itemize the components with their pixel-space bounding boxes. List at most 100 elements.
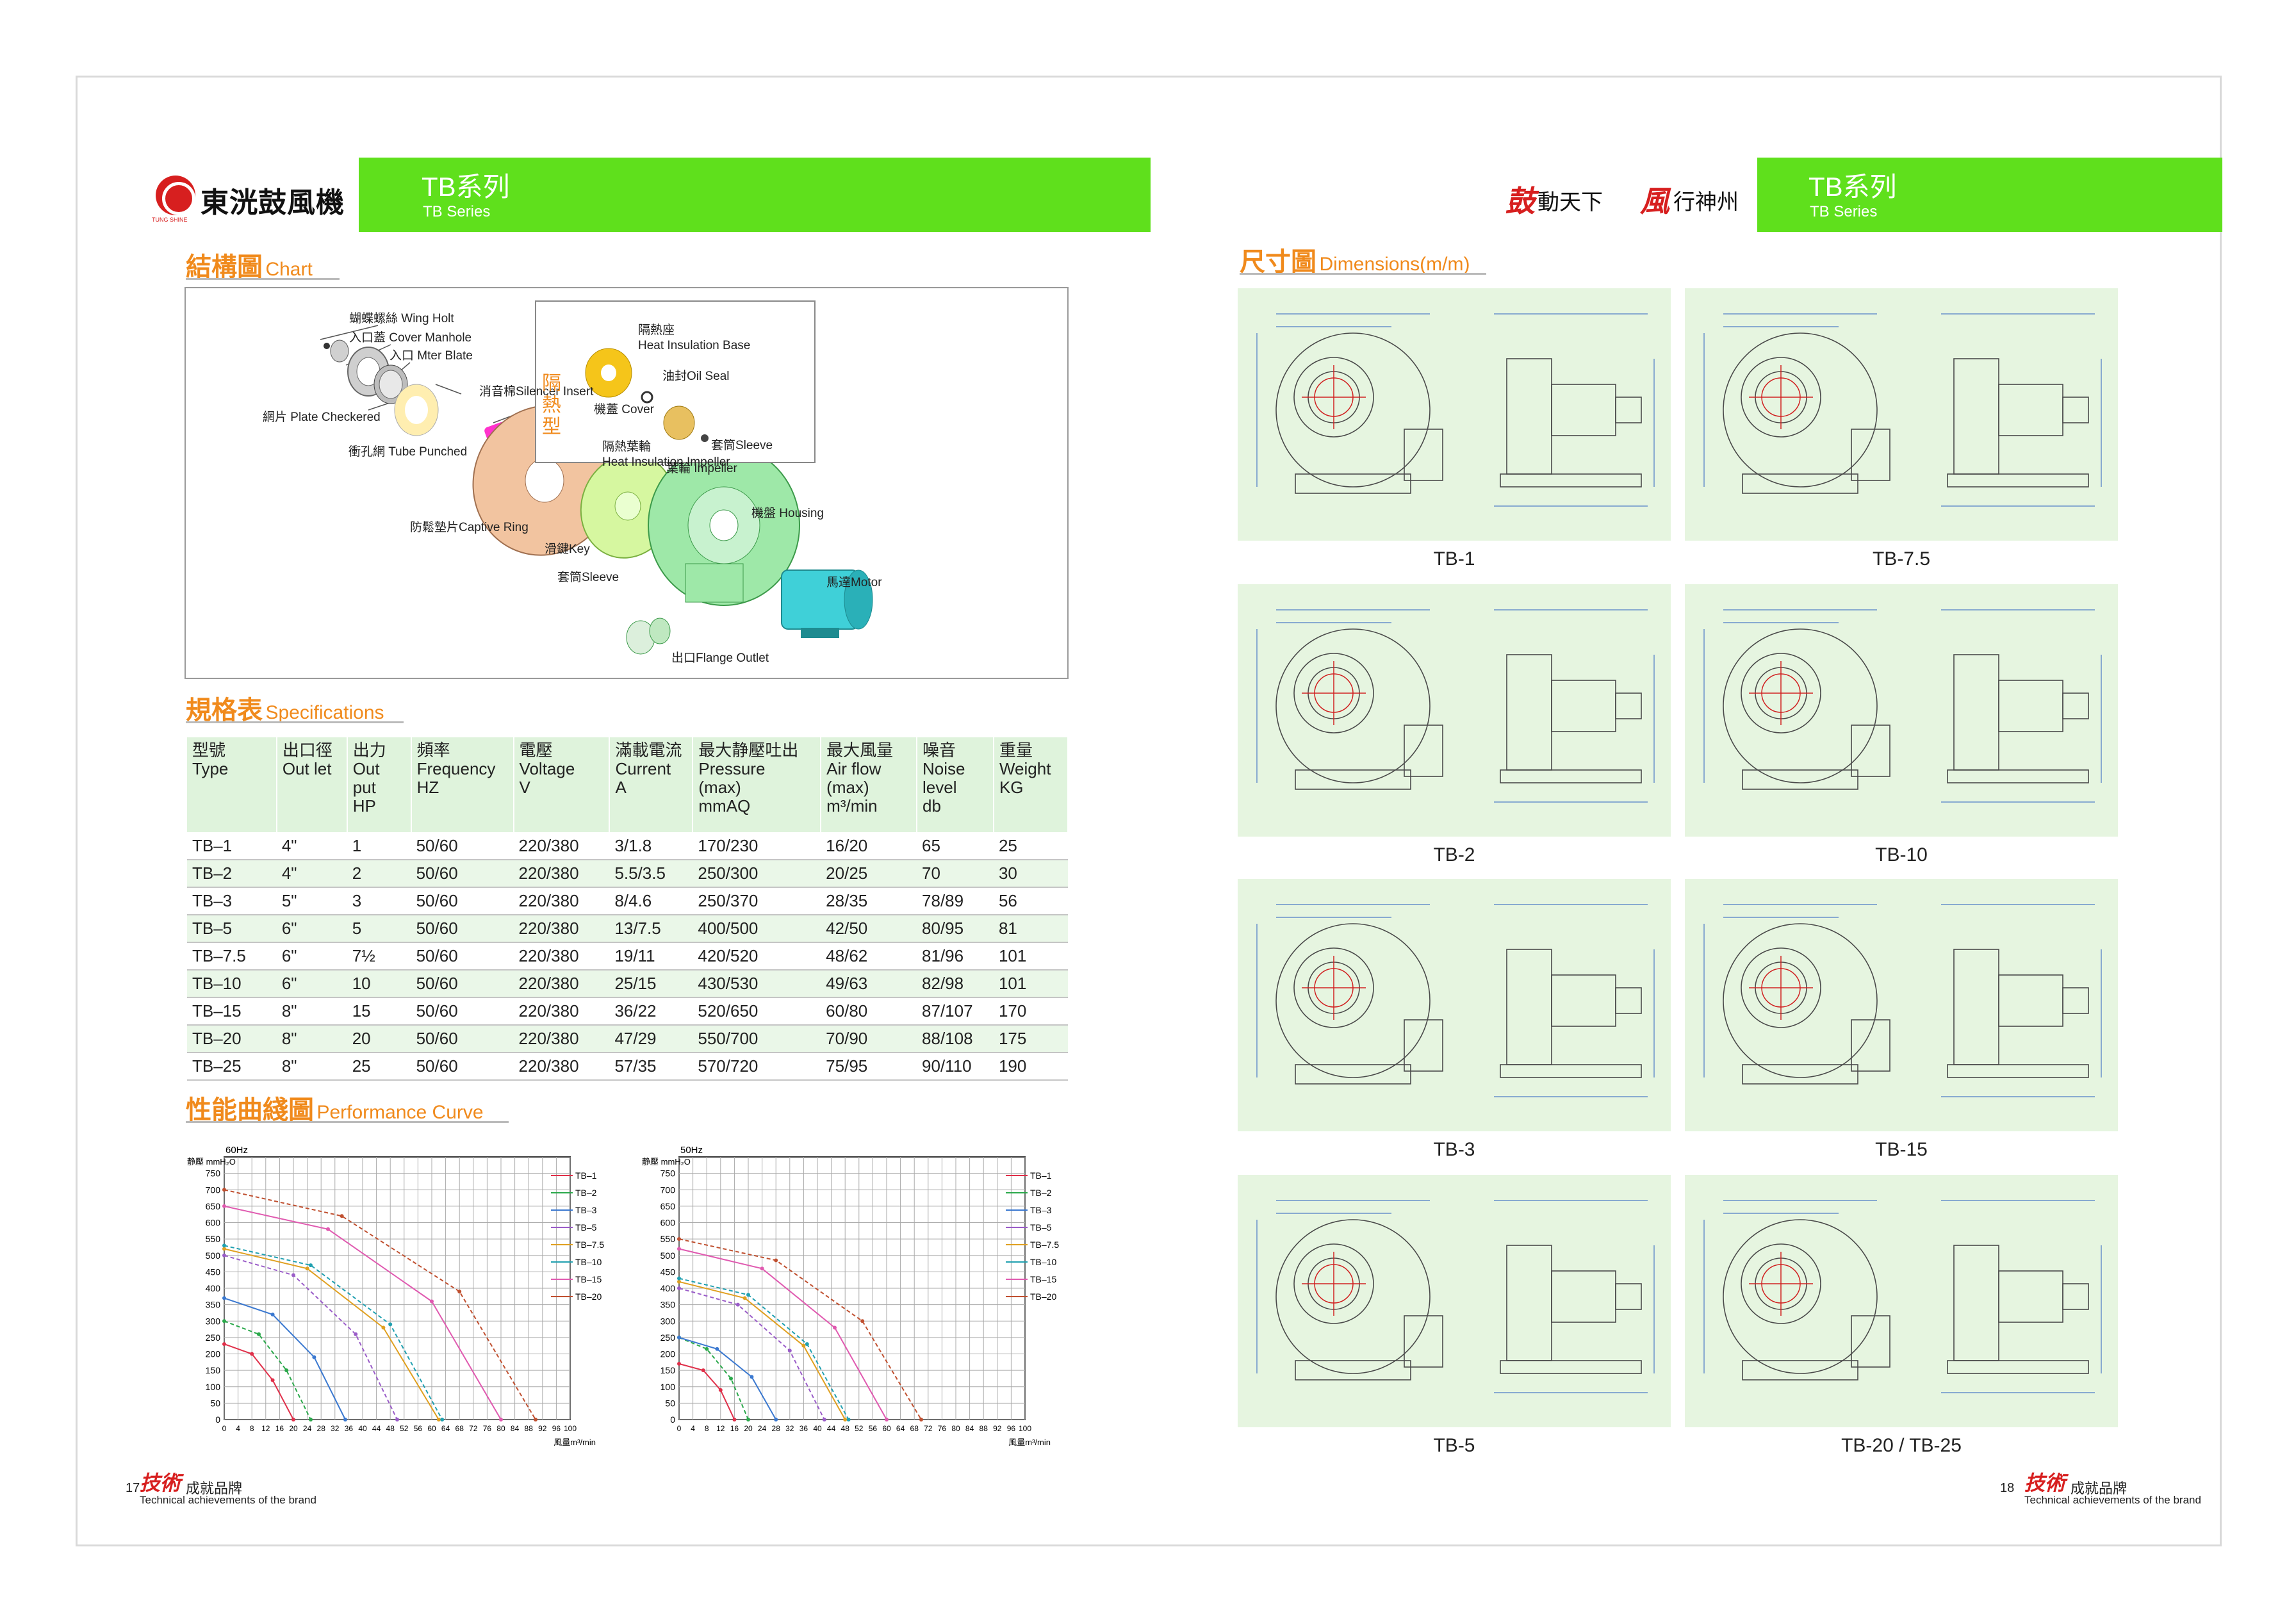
y-tick-label: 500 bbox=[660, 1250, 676, 1261]
y-tick-label: 550 bbox=[206, 1234, 221, 1244]
right-series-subtitle: TB Series bbox=[1810, 203, 1878, 220]
right-series-title: TB系列 bbox=[1808, 172, 1897, 202]
x-tick-label: 44 bbox=[372, 1424, 381, 1433]
x-tick-label: 36 bbox=[800, 1424, 808, 1433]
series-point bbox=[388, 1322, 393, 1327]
series-point bbox=[534, 1418, 537, 1421]
spec-cell: 5 bbox=[347, 915, 411, 943]
series-point bbox=[430, 1299, 434, 1304]
spec-cell: 65 bbox=[917, 832, 994, 860]
legend-entry: TB–5 bbox=[575, 1222, 597, 1233]
series-point bbox=[257, 1332, 261, 1336]
spec-cell: TB–25 bbox=[187, 1053, 277, 1081]
inset-part-impeller: 隔熱葉輪 Heat Insulation Impeller bbox=[602, 440, 730, 469]
x-tick-label: 96 bbox=[1007, 1424, 1016, 1433]
spec-cell: 170 bbox=[993, 997, 1068, 1026]
spec-cell: 80/95 bbox=[917, 915, 994, 943]
spec-cell: 5.5/3.5 bbox=[609, 860, 693, 888]
series-point bbox=[354, 1332, 358, 1336]
dims-heading-rule bbox=[1240, 273, 1486, 275]
y-tick-label: 500 bbox=[206, 1250, 221, 1261]
spec-header-6: 最大静壓吐出 Pressure (max) mmAQ bbox=[693, 737, 822, 832]
series-point bbox=[222, 1342, 226, 1347]
spec-cell: 50/60 bbox=[411, 1053, 514, 1081]
spec-cell: 5" bbox=[276, 887, 347, 915]
legend-entry: TB–3 bbox=[575, 1205, 597, 1215]
blower-outline-drawing bbox=[1703, 904, 2102, 1097]
series-point bbox=[774, 1258, 778, 1263]
part-label-tube-punched: 衝孔網 Tube Punched bbox=[348, 445, 468, 459]
blower-outline-drawing bbox=[1703, 609, 2102, 803]
chart-heading: 結構圖 Chart bbox=[186, 253, 313, 281]
series-point bbox=[440, 1418, 445, 1421]
part-label-flange-outlet: 出口Flange Outlet bbox=[671, 651, 769, 665]
x-tick-label: 4 bbox=[691, 1424, 695, 1433]
y-tick-label: 700 bbox=[206, 1184, 221, 1195]
part-label-mter-blate: 入口 Mter Blate bbox=[390, 349, 473, 363]
x-tick-label: 48 bbox=[386, 1424, 395, 1433]
y-axis-label: 静壓 mmH₂O bbox=[642, 1157, 691, 1167]
inset-part-base: 隔熱座 Heat Insulation Base bbox=[638, 324, 751, 352]
y-tick-label: 700 bbox=[660, 1184, 676, 1195]
blower-outline-drawing bbox=[1256, 1200, 1655, 1393]
y-tick-label: 650 bbox=[660, 1201, 676, 1211]
series-point bbox=[919, 1418, 923, 1421]
series-point bbox=[222, 1296, 226, 1300]
left-series-title: TB系列 bbox=[422, 172, 510, 202]
dimension-drawing-panel bbox=[1238, 879, 1671, 1131]
spec-cell: TB–20 bbox=[187, 1025, 277, 1053]
spec-cell: 50/60 bbox=[411, 860, 514, 888]
x-tick-label: 92 bbox=[538, 1424, 547, 1433]
legend-entry: TB–3 bbox=[1030, 1205, 1052, 1215]
series-point bbox=[760, 1266, 764, 1271]
spec-cell: 170/230 bbox=[693, 832, 821, 860]
series-point bbox=[312, 1355, 316, 1359]
spec-cell: TB–1 bbox=[187, 832, 277, 860]
legend-entry: TB–15 bbox=[575, 1274, 602, 1284]
blower-outline-drawing bbox=[1703, 313, 2102, 507]
series-point bbox=[787, 1348, 792, 1353]
series-point bbox=[305, 1266, 309, 1271]
spec-cell: 70 bbox=[917, 860, 994, 888]
chart-heading-rule bbox=[186, 278, 340, 280]
legend-entry: TB–10 bbox=[1030, 1257, 1056, 1267]
table-row: TB–20 8" 20 50/60 220/380 47/29 550/700 70/90 88… bbox=[187, 1025, 1068, 1053]
series-line bbox=[678, 1363, 735, 1420]
specs-heading-rule bbox=[186, 721, 404, 723]
slogan: 鼓 動天下 風 行神州 bbox=[1505, 173, 1762, 218]
spec-cell: 4" bbox=[276, 832, 347, 860]
series-point bbox=[291, 1273, 295, 1277]
series-point bbox=[742, 1296, 747, 1300]
series-line bbox=[678, 1288, 825, 1420]
dimension-caption: TB-10 bbox=[1875, 844, 1928, 865]
y-tick-label: 650 bbox=[206, 1201, 221, 1211]
spec-cell: TB–5 bbox=[187, 915, 277, 943]
spec-body: TB–1 4" 1 50/60 220/380 3/1.8 170/230 16/20 65 25… bbox=[187, 832, 1068, 1081]
x-tick-label: 52 bbox=[400, 1424, 409, 1433]
spec-header-4: 電壓 Voltage V bbox=[513, 737, 611, 832]
y-tick-label: 150 bbox=[206, 1365, 221, 1375]
series-point bbox=[395, 1418, 399, 1421]
dimension-drawing-panel bbox=[1238, 1175, 1671, 1427]
spec-cell: 220/380 bbox=[513, 970, 610, 998]
series-point bbox=[729, 1376, 733, 1380]
spec-cell: 50/60 bbox=[411, 887, 514, 915]
series-point bbox=[499, 1418, 503, 1421]
table-row: TB–3 5" 3 50/60 220/380 8/4.6 250/370 28/35 78/8… bbox=[187, 887, 1068, 915]
spec-cell: 3 bbox=[347, 887, 411, 915]
x-tick-label: 72 bbox=[924, 1424, 933, 1433]
dimension-drawing-panel bbox=[1238, 288, 1671, 541]
spec-cell: 7½ bbox=[347, 942, 411, 971]
spec-cell: 90/110 bbox=[917, 1053, 994, 1081]
spec-cell: 220/380 bbox=[513, 1053, 610, 1081]
series-point bbox=[677, 1247, 681, 1251]
blower-outline-drawing bbox=[1256, 313, 1655, 507]
spec-cell: 4" bbox=[276, 860, 347, 888]
brand-sub: TUNG SHINE bbox=[152, 217, 188, 223]
series-line bbox=[678, 1277, 849, 1420]
series-point bbox=[750, 1375, 754, 1379]
series-point bbox=[735, 1302, 740, 1307]
spec-cell: 101 bbox=[993, 942, 1068, 971]
left-series-band: TB系列 TB Series bbox=[357, 158, 1151, 232]
spec-cell: TB–3 bbox=[187, 887, 277, 915]
